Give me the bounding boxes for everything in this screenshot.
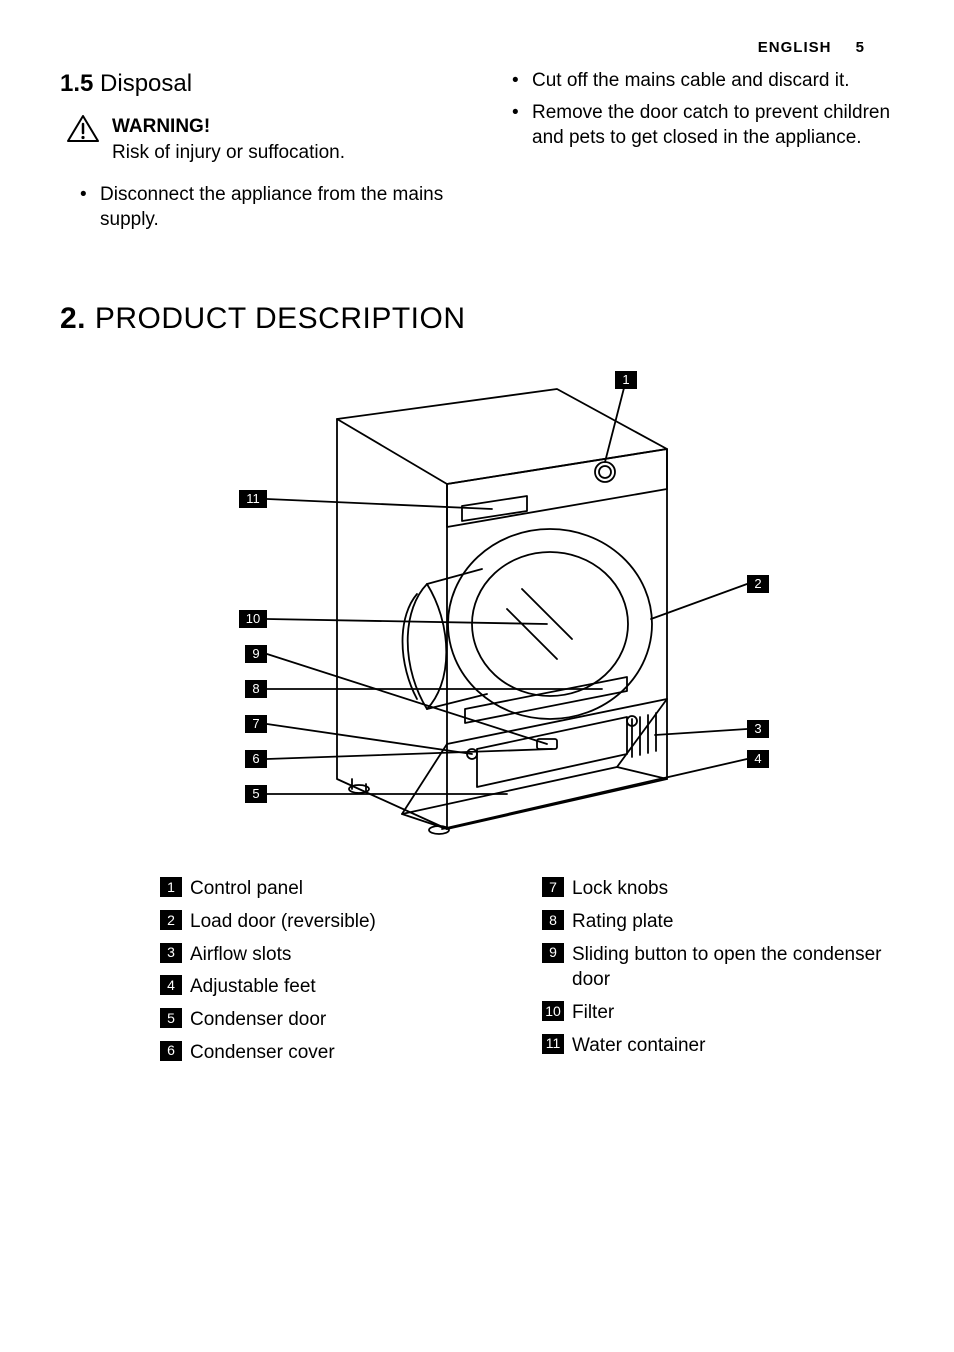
legend-number: 11 [542,1034,564,1054]
legend-item: 5 Condenser door [160,1006,512,1033]
legend-item: 4 Adjustable feet [160,973,512,1000]
svg-text:9: 9 [252,646,259,661]
legend-number: 9 [542,943,564,963]
legend-number: 6 [160,1041,182,1061]
legend-item: 6 Condenser cover [160,1039,512,1066]
legend-text: Condenser door [190,1006,326,1033]
svg-text:3: 3 [754,721,761,736]
legend-item: 8 Rating plate [542,908,894,935]
legend-number: 3 [160,943,182,963]
disposal-heading-text: Disposal [100,70,192,97]
warning-block: WARNING! Risk of injury or suffocation. [60,114,462,165]
svg-text:7: 7 [252,716,259,731]
disposal-left-bullets: Disconnect the appliance from the mains … [60,182,462,233]
legend-text: Airflow slots [190,941,291,968]
product-diagram: 1 2 3 4 5 6 7 8 9 10 11 [60,359,894,859]
svg-text:10: 10 [246,611,260,626]
bullet-item: Remove the door catch to prevent childre… [512,100,894,151]
legend-text: Adjustable feet [190,973,316,1000]
legend-item: 9 Sliding button to open the condenser do… [542,941,894,993]
legend-text: Condenser cover [190,1039,335,1066]
disposal-right-bullets: Cut off the mains cable and discard it. … [492,68,894,151]
svg-text:4: 4 [754,751,761,766]
svg-text:1: 1 [622,372,629,387]
section-number: 2. [60,302,86,335]
header-language: ENGLISH [758,39,832,56]
bullet-item: Disconnect the appliance from the mains … [80,182,462,233]
legend-text: Rating plate [572,908,673,935]
disposal-heading-number: 1.5 [60,70,93,97]
disposal-right-column: Cut off the mains cable and discard it. … [492,60,894,239]
legend: 1 Control panel 2 Load door (reversible) 3… [60,875,894,1071]
legend-item: 3 Airflow slots [160,941,512,968]
svg-text:5: 5 [252,786,259,801]
legend-right-column: 7 Lock knobs 8 Rating plate 9 Sliding butto… [542,875,894,1071]
warning-title: WARNING! [112,114,345,140]
legend-item: 10 Filter [542,999,894,1026]
legend-text: Sliding button to open the condenser doo… [572,941,894,993]
disposal-heading: 1.5 Disposal [60,68,462,100]
legend-text: Control panel [190,875,303,902]
svg-text:2: 2 [754,576,761,591]
legend-number: 1 [160,877,182,897]
legend-item: 2 Load door (reversible) [160,908,512,935]
svg-text:8: 8 [252,681,259,696]
svg-text:6: 6 [252,751,259,766]
legend-text: Lock knobs [572,875,668,902]
legend-item: 7 Lock knobs [542,875,894,902]
legend-number: 7 [542,877,564,897]
warning-text: WARNING! Risk of injury or suffocation. [112,114,345,165]
legend-number: 2 [160,910,182,930]
product-description-heading: 2. PRODUCT DESCRIPTION [60,299,894,340]
warning-body: Risk of injury or suffocation. [112,140,345,166]
legend-number: 8 [542,910,564,930]
disposal-left-column: 1.5 Disposal WARNING! Risk of injury or … [60,60,462,239]
legend-item: 1 Control panel [160,875,512,902]
bullet-item: Cut off the mains cable and discard it. [512,68,894,94]
legend-item: 11 Water container [542,1032,894,1059]
legend-text: Filter [572,999,614,1026]
legend-text: Water container [572,1032,705,1059]
legend-number: 4 [160,975,182,995]
section-text: PRODUCT DESCRIPTION [95,302,466,335]
svg-text:11: 11 [246,491,260,506]
page-header: ENGLISH 5 [758,38,864,58]
header-page-number: 5 [856,39,864,56]
legend-text: Load door (reversible) [190,908,376,935]
disposal-section: 1.5 Disposal WARNING! Risk of injury or … [60,60,894,239]
legend-left-column: 1 Control panel 2 Load door (reversible) 3… [160,875,512,1071]
legend-number: 5 [160,1008,182,1028]
legend-number: 10 [542,1001,564,1021]
warning-icon [66,114,100,152]
